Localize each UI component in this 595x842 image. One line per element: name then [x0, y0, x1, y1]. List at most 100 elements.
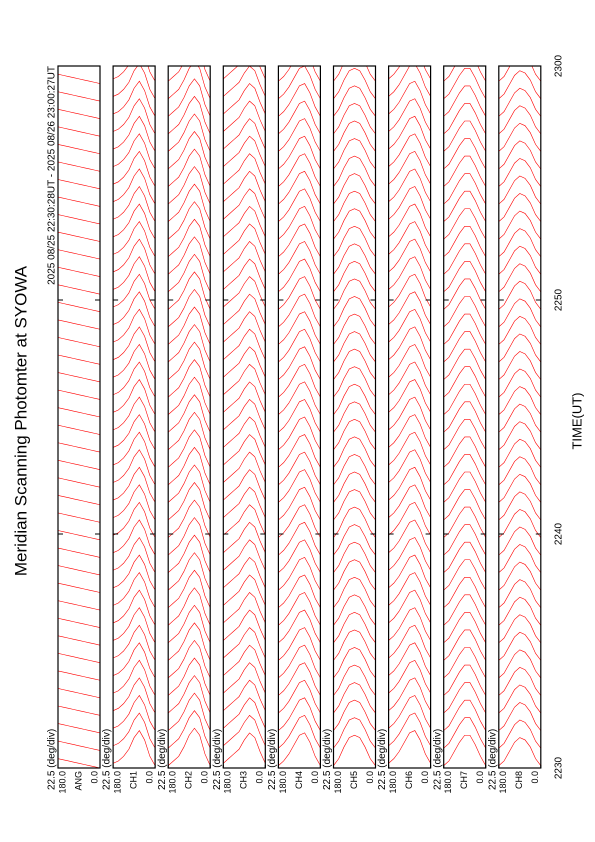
scan-trace [388, 344, 431, 378]
scan-trace [443, 717, 486, 749]
scan-trace [443, 208, 486, 240]
y-axis-label: CH3 [239, 771, 249, 789]
scan-trace [498, 579, 541, 608]
x-tick-label: 2240 [553, 522, 564, 545]
x-tick-label: 2300 [553, 54, 564, 77]
scan-trace [498, 210, 541, 240]
scan-trace [278, 592, 321, 626]
scan-trace [443, 524, 486, 556]
panel-frame [167, 65, 211, 769]
scan-trace [278, 66, 321, 99]
scan-trace [58, 600, 100, 611]
scan-trace [223, 293, 266, 325]
scan-trace [223, 592, 266, 624]
scan-trace [223, 311, 266, 343]
scan-trace [58, 214, 100, 225]
scan-trace [223, 556, 266, 589]
scan-trace [388, 133, 431, 167]
scan-trace [333, 66, 376, 82]
panel-frame [277, 65, 321, 769]
scan-trace [333, 612, 376, 643]
scan-trace [443, 699, 486, 731]
scan-trace [333, 155, 376, 187]
scan-trace [58, 617, 100, 628]
scan-trace [498, 702, 541, 731]
scan-trace [498, 140, 541, 170]
scan-trace [223, 381, 266, 413]
scan-trace [58, 249, 100, 260]
scan-trace [113, 133, 156, 170]
scan-trace [278, 276, 321, 310]
scan-trace [333, 734, 376, 766]
scan-trace [333, 366, 376, 398]
scan-trace [443, 576, 486, 608]
scan-trace [223, 539, 266, 571]
y-tick-label: 180.0 [388, 771, 398, 794]
scan-trace [168, 78, 211, 117]
scan-trace [498, 491, 541, 521]
scan-trace [498, 263, 541, 293]
scale-label: 22.5 (deg/div) [157, 729, 168, 790]
scan-trace [388, 221, 431, 255]
scan-trace [498, 298, 541, 328]
scan-trace [333, 436, 376, 468]
scan-trace [333, 559, 376, 591]
scan-trace [388, 624, 431, 659]
scan-trace [223, 469, 266, 501]
scan-trace [278, 697, 321, 731]
scan-trace [333, 296, 376, 328]
scan-trace [113, 150, 156, 187]
scan-trace [498, 737, 541, 766]
scan-trace [168, 429, 211, 468]
scan-trace [333, 243, 376, 275]
x-tick-label: 2250 [553, 288, 564, 311]
scan-trace [223, 66, 266, 80]
scan-trace [58, 565, 100, 576]
scan-trace [278, 381, 321, 415]
scan-trace [113, 712, 156, 749]
scan-trace [498, 719, 541, 749]
scan-trace [223, 486, 266, 518]
scan-trace [223, 83, 266, 115]
scan-trace [58, 91, 100, 102]
scan-trace [58, 582, 100, 593]
scan-trace [113, 115, 156, 152]
y-tick-label: 0.0 [255, 771, 265, 784]
y-tick-label: 180.0 [112, 771, 122, 794]
scan-trace [168, 201, 211, 240]
scan-trace [388, 414, 431, 448]
scan-trace [58, 284, 100, 295]
y-axis-label: CH4 [294, 771, 304, 789]
scan-trace [443, 296, 486, 328]
scan-trace [388, 537, 431, 571]
scan-trace [58, 302, 100, 312]
scan-trace [58, 231, 100, 242]
chart-subtitle: 2025 08/25 22:30:28UT - 2025 08/26 23:00… [47, 66, 58, 285]
scan-trace [168, 66, 211, 99]
y-tick-label: 180.0 [223, 771, 233, 794]
scan-trace [443, 664, 486, 696]
scan-trace [168, 288, 211, 328]
scan-trace [443, 243, 486, 275]
scan-trace [223, 66, 266, 97]
scan-trace [168, 604, 211, 644]
scan-trace [113, 379, 156, 415]
scan-trace [333, 682, 376, 714]
chart-title: Meridian Scanning Photomter at SYOWA [11, 265, 30, 576]
scan-trace [113, 98, 156, 135]
y-tick-label: 0.0 [200, 771, 210, 784]
traces [498, 66, 541, 766]
scan-trace [388, 66, 431, 80]
scan-trace [443, 682, 486, 714]
scale-label: 22.5 (deg/div) [322, 729, 333, 790]
scan-trace [168, 727, 211, 766]
scan-trace [113, 694, 156, 731]
y-tick-label: 180.0 [57, 771, 67, 794]
scan-trace [168, 324, 211, 363]
scan-trace [443, 366, 486, 398]
scan-trace [388, 589, 431, 624]
scan-trace [278, 486, 321, 521]
scan-trace [388, 677, 431, 711]
scan-trace [388, 186, 431, 220]
